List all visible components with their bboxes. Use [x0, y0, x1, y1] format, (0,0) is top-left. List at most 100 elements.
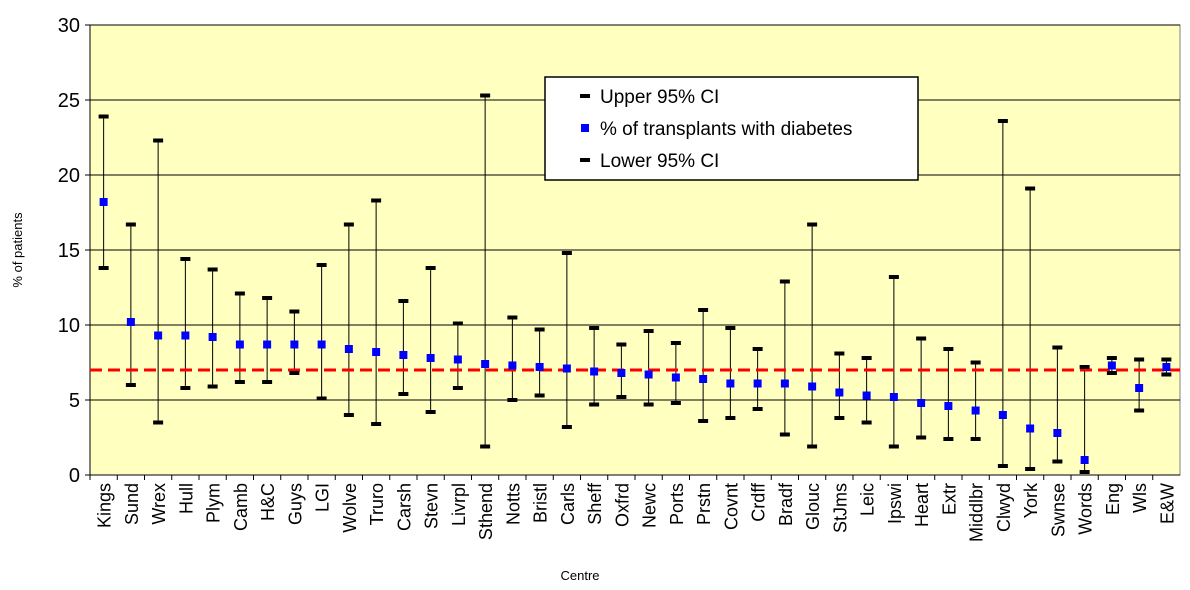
ci-cap: [1134, 408, 1145, 413]
ci-cap: [616, 395, 627, 399]
data-point: [235, 340, 244, 349]
ci-cap: [779, 432, 790, 437]
x-tick-label: Crdff: [749, 482, 769, 522]
ci-cap: [480, 444, 491, 449]
ci-cap: [316, 263, 327, 267]
ci-cap: [970, 437, 981, 441]
x-tick-label: Newc: [640, 483, 660, 528]
x-tick-label: Sheff: [585, 482, 605, 525]
ci-cap: [861, 420, 872, 425]
ci-cap: [452, 386, 463, 390]
y-tick-label: 10: [58, 315, 80, 337]
data-point: [753, 379, 762, 388]
data-point: [699, 375, 708, 383]
ci-cap: [752, 407, 763, 411]
x-tick-label: Stevn: [422, 483, 442, 529]
x-tick-label: Covnt: [721, 483, 741, 530]
ci-cap: [725, 416, 736, 420]
x-tick-label: Middlbr: [967, 483, 987, 542]
x-tick-label: Eng: [1103, 483, 1123, 515]
ci-cap: [670, 341, 681, 345]
ci-cap: [125, 222, 136, 227]
x-tick-label: Wls: [1130, 483, 1150, 513]
ci-cap: [153, 138, 164, 143]
ci-cap: [534, 393, 545, 398]
x-tick-label: Ports: [667, 483, 687, 525]
data-point: [644, 370, 653, 379]
data-point: [290, 340, 299, 349]
ci-cap: [289, 371, 300, 375]
ci-cap: [371, 198, 382, 203]
ci-cap: [1079, 365, 1090, 369]
ci-cap: [589, 326, 600, 330]
data-point: [617, 369, 626, 377]
ci-cap: [752, 347, 763, 351]
data-point: [944, 402, 953, 410]
x-tick-label: Carsh: [394, 483, 414, 531]
x-tick-label: Livrpl: [449, 483, 469, 526]
legend-box: [544, 76, 919, 181]
data-point: [671, 373, 680, 382]
data-point: [917, 399, 926, 407]
x-tick-label: Bristl: [531, 483, 551, 523]
data-point: [780, 379, 789, 388]
data-point: [481, 360, 490, 368]
ci-cap: [888, 444, 899, 449]
x-tick-label: Wrex: [149, 483, 169, 525]
data-point: [562, 364, 571, 373]
x-tick-label: Truro: [367, 483, 387, 525]
ci-cap: [916, 336, 927, 341]
ci-cap: [916, 435, 927, 440]
x-tick-label: Prstn: [694, 483, 714, 525]
data-point: [317, 340, 326, 349]
ci-cap: [534, 327, 545, 332]
ci-cap: [98, 266, 109, 270]
data-point: [372, 348, 381, 356]
x-tick-label: Kings: [95, 483, 115, 528]
x-tick-label: Words: [1076, 483, 1096, 535]
ci-cap: [997, 119, 1008, 123]
ci-cap: [616, 342, 627, 347]
ci-cap: [234, 291, 245, 296]
data-point: [1026, 424, 1035, 433]
ci-cap: [1106, 356, 1117, 360]
ci-cap: [207, 267, 218, 272]
ci-cap: [807, 444, 818, 449]
ci-cap: [698, 308, 709, 312]
ci-cap: [480, 93, 491, 98]
data-point: [590, 367, 599, 376]
legend-symbol: [581, 124, 589, 132]
ci-cap: [425, 410, 436, 414]
ci-cap: [997, 464, 1008, 468]
ci-cap: [1052, 345, 1063, 350]
x-tick-label: Notts: [503, 483, 523, 525]
x-tick-label: Camb: [231, 483, 251, 531]
ci-cap: [1052, 459, 1063, 464]
x-tick-label: Guys: [285, 483, 305, 525]
ci-cap: [316, 396, 327, 401]
ci-cap: [834, 351, 845, 356]
ci-cap: [970, 360, 981, 365]
ci-cap: [1161, 372, 1172, 377]
x-tick-label: Leic: [858, 483, 878, 516]
ci-cap: [98, 114, 109, 119]
ci-cap: [861, 356, 872, 360]
data-point: [154, 331, 163, 340]
ci-cap: [1106, 371, 1117, 375]
x-tick-label: Oxfrd: [612, 483, 632, 527]
data-point: [1080, 456, 1089, 464]
data-point: [181, 331, 190, 340]
ci-cap: [262, 380, 273, 384]
data-point: [1107, 361, 1116, 370]
ci-cap: [180, 257, 191, 261]
x-tick-label: York: [1021, 482, 1041, 518]
legend-label: Lower 95% CI: [600, 151, 719, 172]
y-tick-label: 0: [69, 465, 80, 487]
x-tick-label: Swnse: [1048, 483, 1068, 537]
y-tick-label: 15: [58, 240, 80, 262]
x-tick-label: StJms: [830, 483, 850, 533]
data-point: [862, 391, 871, 400]
data-point: [344, 345, 353, 353]
x-tick-label: Hull: [176, 483, 196, 514]
data-point: [126, 318, 135, 326]
